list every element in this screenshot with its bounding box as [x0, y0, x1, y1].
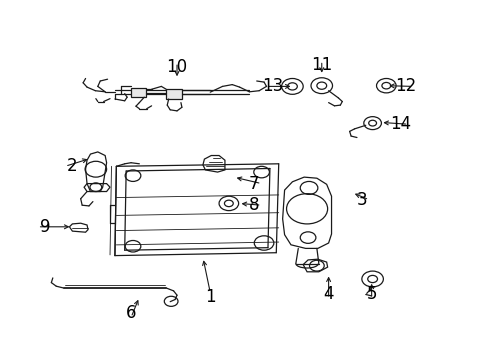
Text: 1: 1: [204, 288, 215, 306]
Text: 5: 5: [366, 285, 376, 303]
Text: 4: 4: [323, 285, 333, 303]
Polygon shape: [131, 88, 145, 97]
Text: 11: 11: [310, 56, 332, 74]
Polygon shape: [166, 89, 182, 99]
Text: 9: 9: [40, 218, 50, 236]
Text: 8: 8: [248, 196, 259, 214]
Text: 10: 10: [166, 58, 187, 76]
Text: 2: 2: [67, 157, 78, 175]
Text: 14: 14: [389, 115, 411, 133]
Text: 6: 6: [125, 304, 136, 322]
Text: 12: 12: [394, 77, 416, 95]
Text: 13: 13: [262, 77, 283, 95]
Text: 3: 3: [356, 191, 366, 209]
Text: 7: 7: [248, 175, 259, 193]
